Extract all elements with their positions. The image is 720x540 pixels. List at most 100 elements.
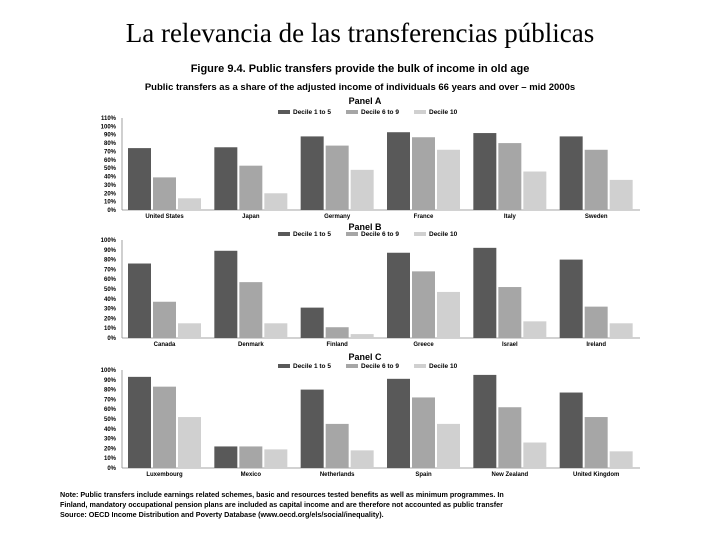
- panel-1-legend-swatch-2: [346, 110, 358, 114]
- panel-1-category-label-1: United States: [145, 214, 184, 220]
- panel-2-bar-israel-s3: [523, 321, 547, 338]
- panel-1-bar-france-s3: [437, 149, 460, 210]
- panel-1-category-label-2: Japan: [242, 214, 260, 220]
- panel-3-bar-united-kingdom-s1: [559, 392, 583, 468]
- panel-3-bar-luxembourg-s3: [178, 417, 201, 468]
- panel-1-category-label-6: Sweden: [585, 214, 608, 220]
- panel-3-ytick-1: 10%: [104, 456, 117, 462]
- panel-2-legend-label-1: Decile 1 to 5: [293, 231, 331, 238]
- panel-1-legend-label-3: Decile 10: [429, 109, 458, 116]
- panel-2-ytick-5: 50%: [104, 287, 117, 293]
- figure-title: Figure 9.4. Public transfers provide the…: [190, 63, 530, 75]
- panel-3-ytick-0: 0%: [107, 466, 116, 472]
- panel-1-bar-germany-s2: [325, 145, 349, 210]
- panel-2-legend-label-3: Decile 10: [429, 231, 458, 238]
- panel-3-bar-luxembourg-s2: [153, 386, 176, 468]
- panel-3-bar-united-kingdom-s3: [609, 451, 633, 468]
- panel-1-bar-japan-s2: [239, 165, 263, 210]
- panel-1-category-label-3: Germany: [324, 214, 351, 220]
- panel-2-bar-finland-s3: [350, 334, 374, 338]
- figure-subtitle: Public transfers as a share of the adjus…: [144, 82, 576, 93]
- panel-3-category-label-3: Netherlands: [320, 472, 355, 478]
- panel-3-legend-swatch-2: [346, 364, 358, 368]
- note-line-2: Finland, mandatory occupational pension …: [60, 500, 503, 509]
- panel-2-bar-denmark-s2: [239, 282, 263, 338]
- panel-1-bar-japan-s1: [214, 147, 238, 210]
- panel-2-bar-canada-s1: [128, 263, 151, 338]
- panel-3-legend-label-3: Decile 10: [429, 363, 458, 370]
- panel-2-bar-denmark-s1: [214, 250, 238, 338]
- panel-2-bar-canada-s2: [153, 301, 176, 338]
- panel-3-legend-swatch-1: [278, 364, 290, 368]
- panel-1-bar-france-s2: [412, 137, 435, 210]
- panel-1-bar-italy-s1: [473, 133, 497, 210]
- panel-1-bar-sweden-s1: [559, 136, 583, 210]
- panel-1-ytick-7: 70%: [104, 149, 117, 155]
- panel-3-ytick-4: 40%: [104, 427, 117, 433]
- panel-2-bar-israel-s1: [473, 247, 497, 338]
- panel-2-bar-denmark-s3: [264, 323, 288, 338]
- panel-2-bar-israel-s2: [498, 287, 522, 338]
- panel-3-category-label-5: New Zealand: [491, 472, 528, 478]
- slide-title: La relevancia de las transferencias públ…: [125, 18, 595, 48]
- panel-2-ytick-4: 40%: [104, 297, 117, 303]
- panel-1-legend-label-1: Decile 1 to 5: [293, 109, 331, 116]
- panel-3-ytick-8: 80%: [104, 388, 117, 394]
- panel-2-category-label-1: Canada: [154, 342, 176, 348]
- panel-1-bar-germany-s3: [350, 169, 374, 210]
- panel-1-title: Panel A: [349, 96, 382, 106]
- panel-3-legend-label-2: Decile 6 to 9: [361, 363, 399, 370]
- panel-1-ytick-9: 90%: [104, 133, 117, 139]
- panel-3-ytick-10: 100%: [101, 368, 117, 374]
- panel-1-legend-label-2: Decile 6 to 9: [361, 109, 399, 116]
- panel-2-category-label-3: Finland: [326, 342, 348, 348]
- panel-1-bar-italy-s2: [498, 143, 522, 210]
- panel-1-bar-united-states-s1: [128, 148, 151, 210]
- panel-2-bar-canada-s3: [178, 323, 201, 338]
- panel-1-ytick-4: 40%: [104, 175, 117, 181]
- panel-2-bar-ireland-s2: [584, 306, 608, 338]
- panel-3-bar-mexico-s3: [264, 449, 288, 468]
- panel-3-ytick-3: 30%: [104, 437, 117, 443]
- panel-2-bar-ireland-s3: [609, 323, 633, 338]
- panel-3-category-label-1: Luxembourg: [146, 472, 183, 478]
- panel-3-bar-netherlands-s3: [350, 450, 374, 468]
- panel-2-legend-swatch-1: [278, 232, 290, 236]
- panel-2-bar-greece-s1: [387, 252, 410, 338]
- panel-3-ytick-2: 20%: [104, 446, 117, 452]
- panel-2-ytick-1: 10%: [104, 326, 117, 332]
- panel-2-ytick-6: 60%: [104, 277, 117, 283]
- source-line: Source: OECD Income Distribution and Pov…: [60, 510, 384, 519]
- panel-3-bar-united-kingdom-s2: [584, 417, 608, 468]
- panel-1-ytick-0: 0%: [107, 208, 116, 214]
- panel-1-category-label-5: Italy: [504, 214, 517, 220]
- panel-3-bar-mexico-s1: [214, 446, 238, 468]
- panel-3-title: Panel C: [348, 352, 382, 362]
- panel-2-ytick-2: 20%: [104, 316, 117, 322]
- panel-2-legend-swatch-3: [414, 232, 426, 236]
- panel-3-bar-netherlands-s2: [325, 423, 349, 468]
- panel-1-bar-sweden-s3: [609, 179, 633, 210]
- panel-2-ytick-8: 80%: [104, 258, 117, 264]
- panel-1-ytick-11: 110%: [101, 116, 117, 122]
- panel-3-category-label-6: United Kingdom: [573, 472, 619, 478]
- panel-1-ytick-1: 10%: [104, 200, 117, 206]
- panel-2-ytick-9: 90%: [104, 248, 117, 254]
- panel-1-legend-swatch-1: [278, 110, 290, 114]
- note-line-1: Note: Public transfers include earnings …: [60, 490, 504, 499]
- panel-1-ytick-8: 80%: [104, 141, 117, 147]
- panel-3-bar-spain-s1: [387, 378, 410, 468]
- panel-1-legend-swatch-3: [414, 110, 426, 114]
- panel-3-category-label-2: Mexico: [241, 472, 262, 478]
- panel-3-legend-label-1: Decile 1 to 5: [293, 363, 331, 370]
- panel-2-ytick-10: 100%: [101, 238, 117, 244]
- panel-3-bar-spain-s2: [412, 397, 435, 468]
- panel-2-legend-swatch-2: [346, 232, 358, 236]
- panel-3-bar-spain-s3: [437, 423, 460, 468]
- panel-3-ytick-5: 50%: [104, 417, 117, 423]
- panel-1-category-label-4: France: [414, 214, 434, 220]
- panel-2-category-label-2: Denmark: [238, 342, 264, 348]
- panel-1-ytick-3: 30%: [104, 183, 117, 189]
- panel-1-bar-japan-s3: [264, 193, 288, 210]
